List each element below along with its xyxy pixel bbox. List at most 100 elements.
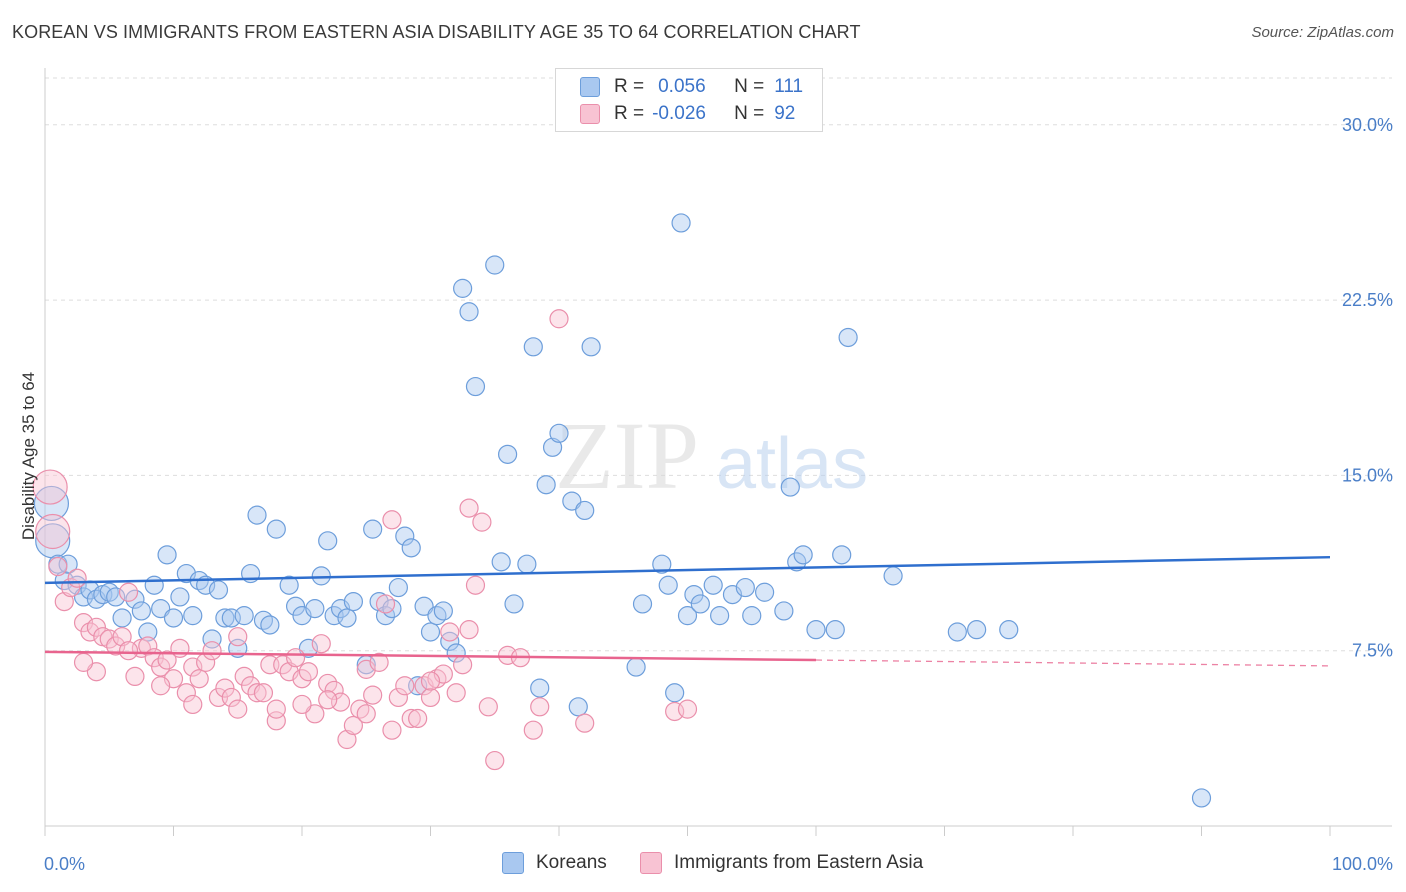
point-koreans	[883, 566, 903, 586]
legend-swatch-immigrants	[640, 852, 662, 874]
point-koreans	[658, 575, 678, 595]
point-koreans	[690, 594, 710, 614]
point-immigrants	[677, 699, 698, 719]
point-koreans	[581, 337, 601, 357]
legend-n-value: 92	[774, 103, 796, 124]
y-tick-label: 30.0%	[1342, 115, 1393, 135]
point-immigrants	[285, 648, 306, 668]
point-immigrants	[311, 634, 331, 654]
point-koreans	[183, 606, 203, 626]
legend-label-immigrants: Immigrants from Eastern Asia	[674, 852, 924, 873]
y-axis-title: Disability Age 35 to 64	[19, 372, 38, 540]
point-koreans	[138, 622, 158, 642]
point-koreans	[780, 477, 800, 497]
point-koreans	[703, 575, 723, 595]
point-immigrants	[408, 708, 428, 729]
point-koreans	[363, 519, 383, 539]
legend-item-koreans: Koreans	[502, 852, 607, 874]
point-koreans	[806, 620, 826, 640]
point-koreans	[131, 601, 151, 621]
point-immigrants	[215, 678, 235, 698]
point-immigrants	[48, 556, 68, 577]
point-koreans	[446, 643, 466, 663]
point-koreans	[388, 577, 408, 598]
point-immigrants	[305, 704, 325, 724]
point-koreans	[144, 575, 164, 595]
point-koreans	[999, 620, 1019, 640]
x-tick-label: 100.0%	[1332, 854, 1393, 874]
point-koreans	[247, 505, 267, 525]
point-koreans	[151, 599, 171, 619]
legend-swatch-immigrants	[580, 104, 600, 124]
point-koreans	[504, 594, 524, 614]
point-koreans	[35, 523, 71, 559]
point-koreans	[793, 545, 813, 565]
point-immigrants	[118, 641, 139, 661]
point-immigrants	[32, 469, 68, 505]
point-immigrants	[35, 513, 71, 550]
point-immigrants	[324, 680, 344, 701]
point-koreans	[208, 580, 229, 600]
point-immigrants	[472, 512, 492, 532]
point-koreans	[163, 608, 184, 628]
point-koreans	[523, 337, 543, 357]
point-koreans	[106, 587, 126, 607]
legend-r-value: 0.056	[658, 76, 706, 97]
point-koreans	[465, 376, 486, 397]
point-koreans	[838, 327, 858, 348]
chart-title: KOREAN VS IMMIGRANTS FROM EASTERN ASIA D…	[12, 22, 861, 42]
point-immigrants	[369, 652, 389, 672]
legend-r-label: R =	[614, 103, 645, 124]
point-immigrants	[189, 669, 209, 689]
x-tick-label: 0.0%	[44, 854, 85, 874]
point-immigrants	[170, 638, 190, 658]
point-immigrants	[465, 575, 486, 595]
watermark-atlas: atlas	[716, 424, 868, 504]
point-koreans	[266, 519, 286, 539]
point-koreans	[343, 591, 363, 612]
legend-n-label: N =	[734, 76, 765, 97]
point-koreans	[234, 606, 254, 626]
point-immigrants	[112, 627, 132, 647]
point-immigrants	[356, 704, 376, 724]
point-koreans	[459, 302, 479, 322]
legend-row-koreans: R = 0.056 N = 111	[580, 75, 803, 99]
point-immigrants	[292, 694, 312, 715]
point-immigrants	[318, 690, 338, 710]
point-immigrants	[86, 662, 107, 682]
point-koreans	[774, 601, 794, 621]
legend-swatch-koreans	[502, 852, 524, 874]
point-immigrants	[176, 683, 196, 703]
y-tick-label: 15.0%	[1342, 465, 1393, 485]
point-immigrants	[183, 657, 203, 677]
axes	[44, 68, 1392, 836]
watermark-zip: ZIP	[555, 402, 699, 509]
point-immigrants	[298, 662, 319, 682]
point-koreans	[279, 575, 299, 595]
point-immigrants	[106, 636, 126, 656]
point-koreans	[157, 545, 177, 565]
point-immigrants	[446, 683, 466, 703]
point-koreans	[562, 491, 582, 511]
point-immigrants	[221, 687, 241, 708]
point-koreans	[967, 620, 987, 640]
trend-lines	[44, 555, 1331, 667]
series-legend: Koreans Immigrants from Eastern Asia	[0, 852, 1406, 878]
point-koreans	[825, 620, 845, 640]
point-koreans	[517, 554, 537, 574]
point-immigrants	[118, 582, 139, 602]
point-immigrants	[125, 666, 145, 687]
point-immigrants	[67, 568, 87, 588]
point-koreans	[530, 678, 550, 698]
point-immigrants	[382, 720, 402, 740]
point-immigrants	[343, 715, 363, 736]
point-koreans	[754, 582, 775, 602]
point-immigrants	[86, 617, 107, 637]
tick-labels: 7.5% 15.0% 22.5% 30.0% 0.0% 100.0%	[44, 115, 1393, 874]
point-immigrants	[523, 720, 543, 740]
legend-label-koreans: Koreans	[536, 852, 607, 873]
point-koreans	[742, 606, 762, 626]
legend-r-label: R =	[614, 76, 645, 97]
point-immigrants	[420, 671, 441, 691]
